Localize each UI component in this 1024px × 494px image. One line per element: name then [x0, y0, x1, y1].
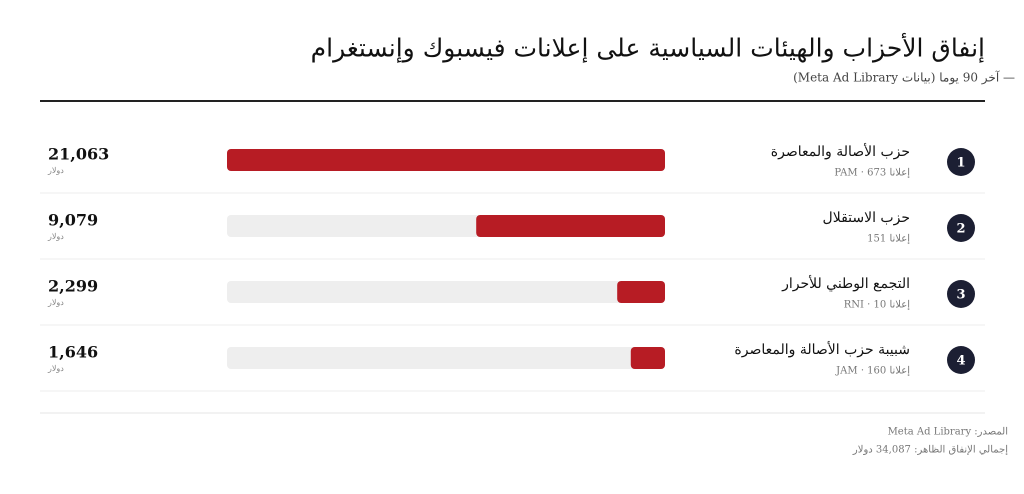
value-unit: دولار: [47, 298, 64, 307]
value-label: 9,079: [48, 211, 98, 230]
bar: [227, 149, 665, 171]
chart-subtitle: — آخر 90 يوما (بيانات Meta Ad Library): [793, 70, 1015, 85]
value-label: 21,063: [48, 145, 109, 164]
rank-badge: [947, 148, 975, 176]
bar: [617, 281, 665, 303]
chart-title: إنفاق الأحزاب والهيئات السياسية على إعلا…: [311, 32, 985, 64]
party-name: التجمع الوطني للأحرار: [781, 274, 910, 292]
bar-track: [227, 347, 665, 369]
value-unit: دولار: [47, 166, 64, 175]
party-name: شبيبة حزب الأصالة والمعاصرة: [734, 340, 910, 358]
rank-badge: [947, 346, 975, 374]
value-label: 2,299: [48, 277, 98, 296]
party-detail: إعلانا RNI · 10: [844, 300, 910, 311]
party-name: حزب الأصالة والمعاصرة: [771, 142, 910, 160]
rank-number: 4: [956, 354, 965, 369]
value-unit: دولار: [47, 364, 64, 373]
rank-number: 2: [956, 222, 965, 237]
total-note: إجمالي الإنفاق الظاهر: 34,087 دولار: [852, 445, 1008, 456]
rank-number: 1: [956, 156, 965, 171]
value-label: 1,646: [48, 343, 98, 362]
party-detail: إعلانا JAM · 160: [835, 366, 910, 377]
party-detail: إعلانا PAM · 673: [834, 168, 910, 179]
bar: [476, 215, 665, 237]
rank-badge: [947, 214, 975, 242]
value-unit: دولار: [47, 232, 64, 241]
source-note: المصدر: Meta Ad Library: [888, 427, 1008, 438]
rank-badge: [947, 280, 975, 308]
rank-number: 3: [956, 288, 965, 303]
bar: [630, 347, 665, 369]
party-detail: إعلانا 151: [867, 234, 910, 245]
bar-track: [227, 281, 665, 303]
party-name: حزب الاستقلال: [823, 210, 910, 226]
